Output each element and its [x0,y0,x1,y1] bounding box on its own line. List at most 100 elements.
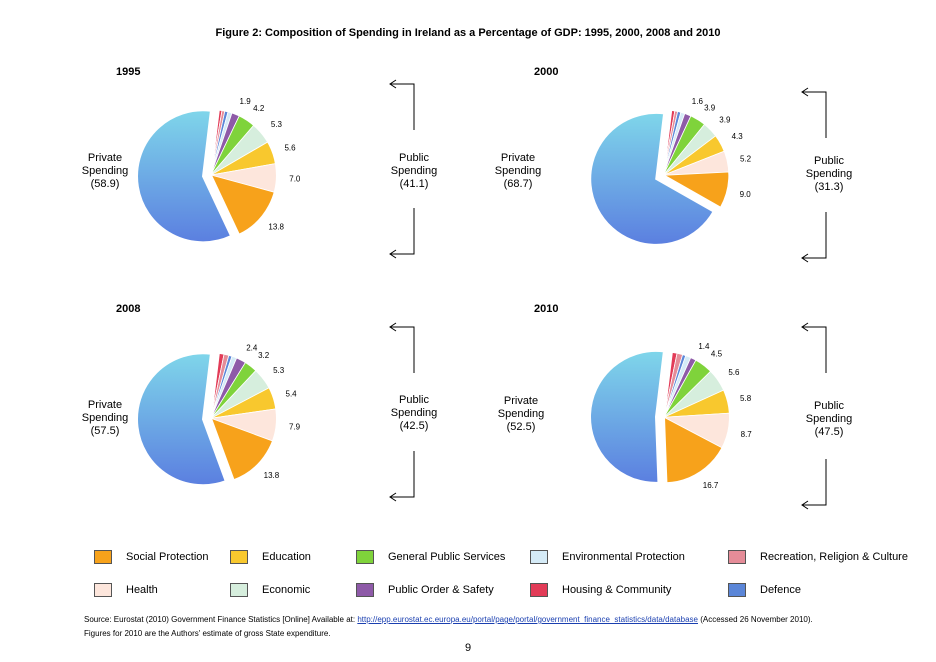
value-label-social-protection: 16.7 [703,481,719,490]
public-label: Public Spending (31.3) [805,155,853,193]
legend-label: Education [262,551,311,563]
legend-swatch [356,550,374,564]
legend-swatch [530,550,548,564]
value-label-general-public-services: 3.9 [704,103,716,112]
legend-label: Environmental Protection [562,551,685,563]
public-bracket-arrows [389,79,415,259]
bracket-bottom [390,451,415,498]
value-label-general-public-services: 4.2 [253,104,265,113]
pie-chart-2010: 1.44.5 5.6 5.8 8.7 16.7 [589,322,827,510]
year-label: 1995 [116,66,141,78]
pie-panel-2008: 2008 Private Spending (57.5) Public Spendin… [0,297,468,537]
value-label-public-order-safety: 1.4 [698,342,710,351]
year-label: 2008 [116,303,141,315]
arrowhead-bottom [801,500,809,510]
value-label-general-public-services: 4.5 [711,350,723,359]
legend-label: Recreation, Religion & Culture [760,551,908,563]
legend-swatch [728,550,746,564]
legend-item-social-protection: Social Protection [94,549,209,565]
bracket-top [390,83,415,130]
bracket-bottom [390,208,415,255]
legend-swatch [94,550,112,564]
public-slices: 2.43.25.3 5.4 7.9 13.8 [209,343,301,482]
legend-swatch [94,583,112,597]
legend-item-economic: Economic [230,582,310,598]
arrowhead-bottom [389,492,397,502]
value-label-economic: 3.9 [719,116,731,125]
legend-label: Health [126,584,158,596]
pie-panel-2010: 2010 Private Spending (52.5) Public Spendin… [468,297,936,537]
pie-panel-2000: 2000 Private Spending (68.7) Public Spendin… [468,60,936,300]
legend-label: Social Protection [126,551,209,563]
public-label: Public Spending (42.5) [390,394,438,432]
legend-label: Economic [262,584,311,596]
pie-slice-private [589,349,666,484]
public-slices: 1.63.93.94.35.29.0 [661,97,752,210]
arrowhead-top [389,79,397,89]
pie-slice-private [136,109,233,244]
value-label-general-public-services: 3.2 [258,351,270,360]
legend-swatch [356,583,374,597]
legend-label: Housing & Community [562,584,672,596]
bracket-bottom [802,459,827,506]
value-label-social-protection: 9.0 [740,190,752,199]
public-slices: 1.94.2 5.3 5.6 7.0 13.8 [209,97,301,237]
bracket-top [802,91,827,138]
year-label: 2000 [534,66,559,78]
bracket-bottom [802,212,827,259]
legend-item-education: Education [230,549,311,565]
public-outline [662,350,731,485]
bracket-top [802,326,827,373]
value-label-health: 7.9 [289,423,301,432]
legend-swatch [728,583,746,597]
private-label: Private Spending (52.5) [497,395,545,433]
value-label-education: 4.3 [732,132,744,141]
source-note: Source: Eurostat (2010) Government Finan… [84,615,813,638]
value-label-public-order-safety: 1.6 [692,97,704,106]
public-slices: 1.44.5 5.6 5.8 8.7 16.7 [662,342,752,490]
value-label-education: 5.6 [284,144,296,153]
legend-item-environmental-protection: Environmental Protection [530,549,685,565]
value-label-economic: 5.6 [728,368,740,377]
private-label: Private Spending (68.7) [494,152,542,190]
legend-label: General Public Services [388,551,506,563]
pie-chart-2008: 2.43.25.3 5.4 7.9 13.8 [136,322,415,502]
value-label-economic: 5.3 [273,366,285,375]
legend-label: Public Order & Safety [388,584,494,596]
value-label-education: 5.4 [285,390,297,399]
public-bracket-arrows [801,87,827,263]
source-link[interactable]: http://epp.eurostat.ec.europa.eu/portal/… [357,615,698,624]
public-bracket-arrows [801,322,827,510]
public-outline [209,108,278,237]
legend-item-recreation-religion-culture: Recreation, Religion & Culture [728,549,908,565]
value-label-education: 5.8 [740,394,752,403]
public-label: Public Spending (47.5) [805,400,853,438]
legend-item-defence: Defence [728,582,801,598]
figure-title: Figure 2: Composition of Spending in Ire… [215,27,721,39]
legend-item-public-order-safety: Public Order & Safety [356,582,494,598]
legend-item-general-public-services: General Public Services [356,549,505,565]
public-outline [662,108,731,210]
pie-chart-1995: 1.94.2 5.3 5.6 7.0 13.8 [136,79,415,259]
value-label-economic: 5.3 [271,120,283,129]
private-label: Private Spending (57.5) [81,399,129,437]
public-bracket-arrows [389,322,415,502]
arrowhead-top [801,87,809,97]
value-label-social-protection: 13.8 [268,222,284,231]
legend-swatch [230,583,248,597]
pie-slice-private [589,111,715,246]
private-label: Private Spending (58.9) [81,152,129,190]
bracket-top [390,326,415,373]
legend-item-health: Health [94,582,158,598]
arrowhead-top [801,322,809,332]
value-label-health: 5.2 [740,154,752,163]
legend-item-housing-community: Housing & Community [530,582,671,598]
legend-swatch [230,550,248,564]
value-label-public-order-safety: 1.9 [240,97,252,106]
year-label: 2010 [534,303,559,315]
value-label-social-protection: 13.8 [264,471,280,480]
public-outline [209,351,278,482]
value-label-health: 7.0 [289,175,301,184]
page-number: 9 [464,642,472,654]
public-label: Public Spending (41.1) [390,152,438,190]
